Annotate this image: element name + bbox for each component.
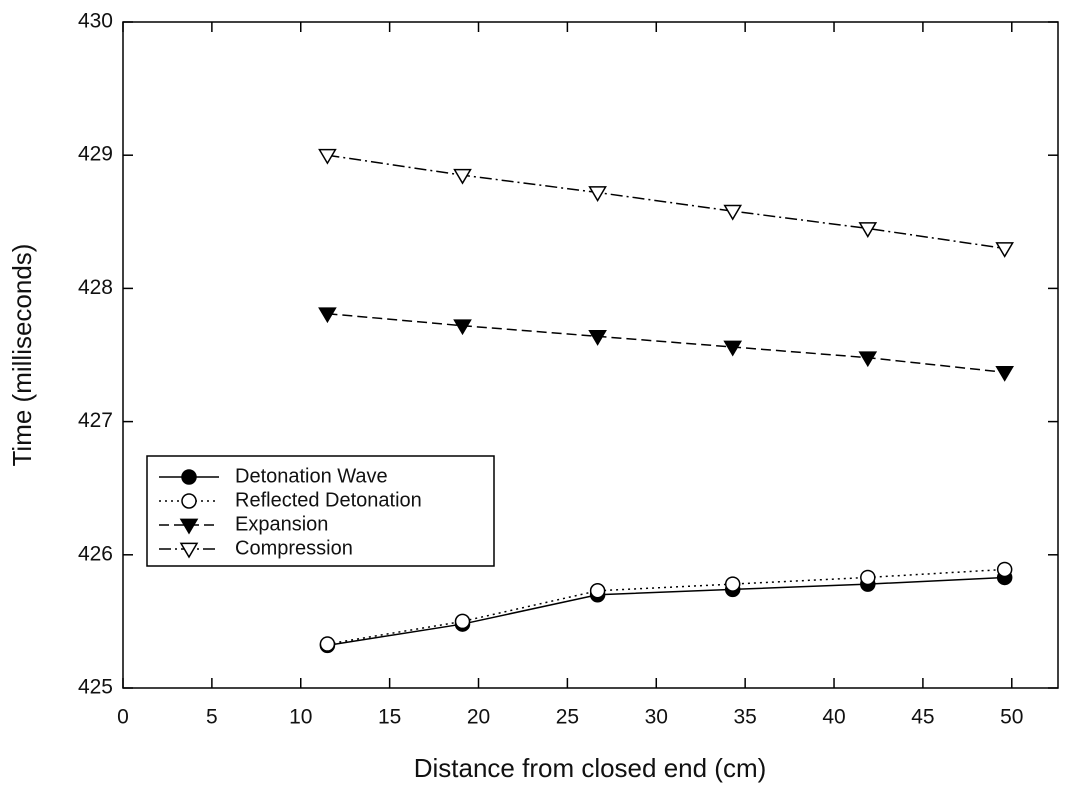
y-tick-label: 426	[78, 542, 113, 565]
marker	[181, 469, 197, 485]
series-line	[327, 576, 1005, 647]
series-line	[327, 154, 1005, 250]
marker	[589, 583, 606, 599]
marker	[179, 542, 199, 559]
series-line	[327, 312, 1005, 374]
y-tick-label: 429	[78, 143, 113, 166]
x-tick-label: 10	[289, 706, 312, 729]
x-tick-label: 15	[378, 706, 401, 729]
marker	[723, 204, 743, 221]
x-tick-label: 25	[556, 706, 579, 729]
series	[318, 307, 1014, 382]
y-tick-label: 430	[78, 10, 113, 33]
y-tick-label: 427	[78, 409, 113, 432]
marker	[996, 561, 1013, 578]
marker	[995, 365, 1014, 382]
legend-label: Detonation Wave	[235, 465, 388, 487]
marker	[319, 636, 336, 652]
series	[318, 148, 1014, 258]
legend-box	[146, 455, 495, 567]
y-axis-title: Time (milliseconds)	[7, 244, 37, 467]
marker	[588, 330, 607, 346]
x-axis-title: Distance from closed end (cm)	[414, 753, 767, 783]
legend-label: Reflected Detonation	[235, 489, 422, 511]
marker	[858, 351, 878, 368]
plot-frame	[122, 21, 1059, 689]
marker	[318, 307, 337, 324]
marker	[860, 569, 876, 586]
series-line	[327, 568, 1005, 645]
marker	[318, 148, 337, 165]
marker	[179, 518, 199, 535]
marker	[454, 613, 471, 630]
marker	[181, 493, 197, 509]
x-tick-label: 45	[911, 706, 934, 729]
legend-label: Expansion	[235, 513, 328, 535]
marker	[453, 319, 472, 336]
series	[319, 561, 1013, 652]
marker	[723, 340, 743, 357]
marker	[995, 242, 1014, 258]
marker	[453, 168, 472, 185]
x-tick-label: 20	[467, 706, 490, 729]
marker	[724, 576, 741, 592]
y-tick-label: 425	[78, 676, 113, 699]
marker	[858, 222, 878, 238]
legend-label: Compression	[235, 537, 353, 559]
x-tick-label: 50	[1000, 706, 1023, 729]
x-tick-label: 30	[645, 706, 668, 729]
x-tick-label: 40	[822, 706, 845, 729]
x-tick-label: 35	[733, 706, 756, 729]
series	[319, 569, 1013, 654]
x-tick-label: 5	[206, 706, 218, 729]
y-tick-label: 428	[78, 276, 113, 299]
marker	[588, 186, 607, 202]
x-tick-label: 0	[117, 706, 129, 729]
